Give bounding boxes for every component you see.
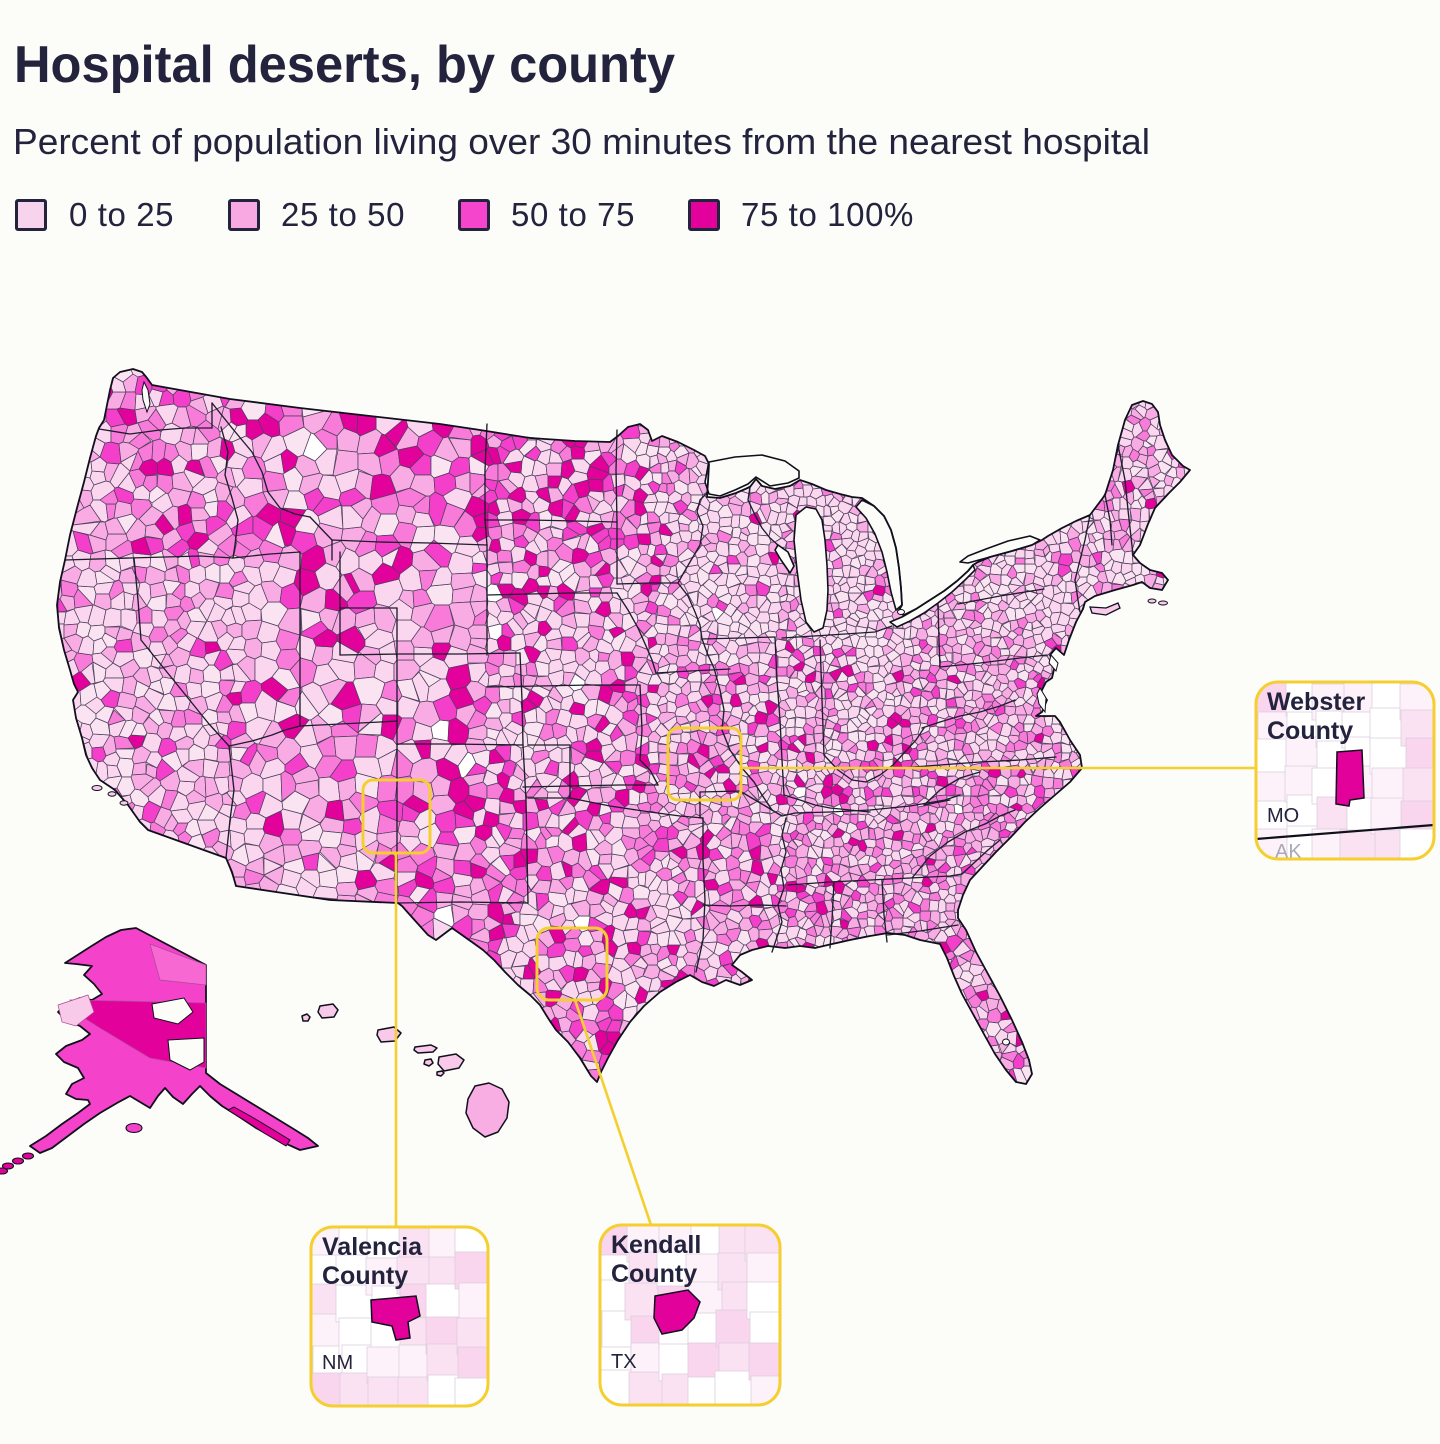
svg-text:County: County [611,1260,697,1288]
svg-text:NM: NM [322,1352,353,1374]
svg-text:Webster: Webster [1267,688,1365,716]
svg-text:County: County [1267,717,1353,745]
svg-text:TX: TX [611,1351,637,1373]
svg-text:MO: MO [1267,805,1299,827]
svg-text:Valencia: Valencia [322,1233,423,1261]
svg-text:AK: AK [1275,841,1302,863]
svg-text:County: County [322,1262,408,1290]
svg-text:Kendall: Kendall [611,1231,701,1259]
